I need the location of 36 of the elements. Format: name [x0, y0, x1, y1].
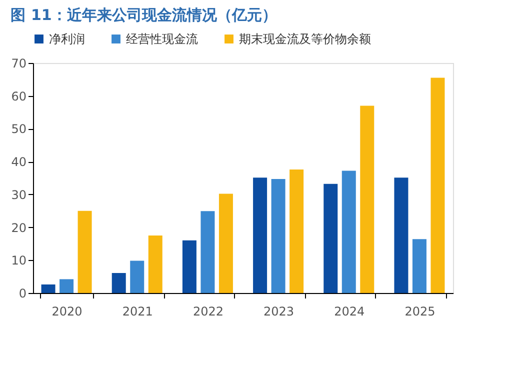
- legend-label: 净利润: [49, 32, 85, 46]
- chart-title: 图 11：近年来公司现金流情况（亿元）: [10, 6, 277, 24]
- bar: [78, 210, 92, 293]
- legend-label: 期末现金流及等价物余额: [239, 32, 371, 46]
- y-tick-label: 70: [11, 56, 26, 70]
- x-tick-label: 2025: [404, 304, 436, 318]
- bar: [218, 194, 233, 293]
- bar: [148, 236, 162, 293]
- bar: [430, 78, 445, 293]
- x-tick-label: 2024: [334, 304, 365, 318]
- y-tick-label: 10: [11, 254, 26, 268]
- bar: [324, 184, 338, 293]
- y-tick-label: 30: [11, 188, 26, 202]
- x-tick-label: 2023: [264, 304, 294, 318]
- bar: [60, 279, 74, 293]
- bar: [360, 106, 374, 293]
- bar: [271, 178, 286, 293]
- x-tick-label: 2020: [52, 304, 82, 318]
- bar: [253, 178, 268, 293]
- y-tick-label: 50: [11, 122, 26, 136]
- y-tick-label: 20: [11, 220, 26, 235]
- x-tick-label: 2022: [192, 304, 224, 318]
- bar: [41, 284, 56, 293]
- y-tick-label: 60: [11, 89, 26, 104]
- bar: [200, 211, 215, 293]
- bar: [342, 170, 356, 293]
- bar: [182, 240, 196, 293]
- x-tick-label: 2021: [122, 304, 153, 318]
- bar: [394, 178, 408, 293]
- bar: [130, 260, 144, 293]
- bar: [290, 169, 304, 293]
- legend-label: 经营性现金流: [126, 32, 198, 46]
- y-tick-label: 40: [11, 155, 26, 170]
- y-tick-label: 0: [18, 286, 26, 300]
- bar: [112, 272, 126, 293]
- bar: [412, 239, 426, 293]
